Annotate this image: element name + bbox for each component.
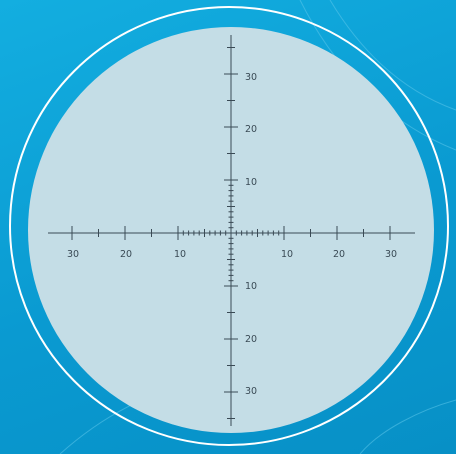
lens-ring (9, 6, 449, 446)
v-label-bottom-20: 20 (245, 334, 257, 345)
h-label-left-20: 20 (120, 249, 132, 260)
h-label-right-30: 30 (385, 249, 397, 260)
v-label-bottom-30: 30 (245, 386, 257, 397)
v-label-top-30: 30 (245, 72, 257, 83)
scale-ticks (71, 47, 391, 419)
h-label-left-10: 10 (174, 249, 186, 260)
v-label-bottom-10: 10 (245, 281, 257, 292)
h-label-left-30: 30 (67, 249, 79, 260)
h-label-right-10: 10 (281, 249, 293, 260)
v-label-top-20: 20 (245, 124, 257, 135)
v-label-top-10: 10 (245, 177, 257, 188)
h-label-right-20: 20 (333, 249, 345, 260)
